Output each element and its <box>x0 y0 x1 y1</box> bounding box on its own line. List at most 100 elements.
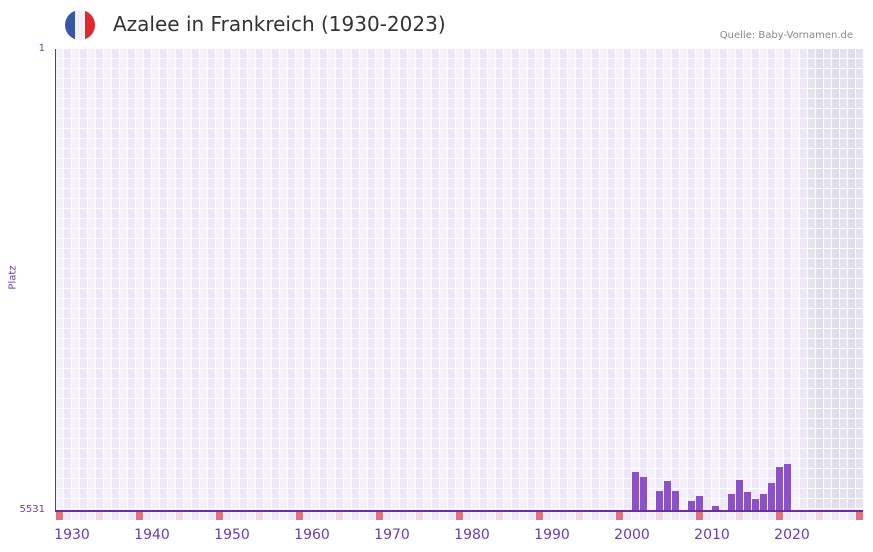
year-column <box>200 49 208 510</box>
year-column <box>648 49 656 510</box>
bar-2010[interactable] <box>712 506 719 510</box>
year-marker <box>416 512 423 520</box>
y-axis-title: Platz <box>7 265 19 290</box>
year-marker <box>760 512 767 520</box>
year-column <box>624 49 632 510</box>
year-column <box>392 49 400 510</box>
bar-2005[interactable] <box>672 491 679 510</box>
bar-2017[interactable] <box>768 483 775 510</box>
year-marker <box>432 512 439 520</box>
year-column <box>680 49 688 510</box>
bar-2013[interactable] <box>736 480 743 510</box>
year-marker <box>328 512 335 520</box>
year-marker <box>688 512 695 520</box>
bar-2007[interactable] <box>688 501 695 510</box>
year-column <box>128 49 136 510</box>
year-marker <box>840 512 847 520</box>
year-marker <box>56 512 63 520</box>
year-marker <box>448 512 455 520</box>
year-column <box>216 49 224 510</box>
year-marker <box>128 512 135 520</box>
year-column <box>584 49 592 510</box>
bar-2003[interactable] <box>656 491 663 510</box>
year-marker <box>376 512 383 520</box>
year-column <box>784 49 792 510</box>
year-marker <box>464 512 471 520</box>
year-marker <box>136 512 143 520</box>
year-column <box>168 49 176 510</box>
x-tick-2010: 2010 <box>694 527 730 543</box>
year-column <box>552 49 560 510</box>
year-column <box>160 49 168 510</box>
year-marker <box>64 512 71 520</box>
year-marker <box>512 512 519 520</box>
year-marker <box>104 512 111 520</box>
year-column <box>368 49 376 510</box>
year-column <box>256 49 264 510</box>
year-column <box>144 49 152 510</box>
bar-2004[interactable] <box>664 481 671 510</box>
year-marker <box>384 512 391 520</box>
year-marker <box>608 512 615 520</box>
year-column <box>488 49 496 510</box>
year-marker <box>520 512 527 520</box>
year-marker <box>536 512 543 520</box>
year-marker <box>856 512 863 520</box>
year-column <box>688 49 696 510</box>
year-marker <box>528 512 535 520</box>
source-credit: Quelle: Baby-Vornamen.de <box>719 30 853 41</box>
bar-2019[interactable] <box>784 464 791 510</box>
year-marker <box>120 512 127 520</box>
year-marker <box>800 512 807 520</box>
year-column <box>760 49 768 510</box>
year-column <box>816 49 824 510</box>
year-column <box>56 49 64 510</box>
year-marker <box>176 512 183 520</box>
year-column <box>72 49 80 510</box>
year-marker <box>88 512 95 520</box>
year-column <box>696 49 704 510</box>
year-marker <box>632 512 639 520</box>
year-column <box>536 49 544 510</box>
year-column <box>88 49 96 510</box>
y-axis-line <box>55 49 56 511</box>
year-marker <box>208 512 215 520</box>
year-column <box>464 49 472 510</box>
year-column <box>544 49 552 510</box>
bar-2000[interactable] <box>632 472 639 510</box>
bar-2018[interactable] <box>776 467 783 510</box>
year-marker <box>744 512 751 520</box>
x-tick-2020: 2020 <box>774 527 810 543</box>
bar-2001[interactable] <box>640 477 647 510</box>
year-marker <box>696 512 703 520</box>
bar-2012[interactable] <box>728 494 735 510</box>
year-marker <box>736 512 743 520</box>
year-marker <box>96 512 103 520</box>
year-column <box>304 49 312 510</box>
year-marker <box>768 512 775 520</box>
year-column <box>288 49 296 510</box>
year-column <box>264 49 272 510</box>
year-column <box>312 49 320 510</box>
year-marker <box>680 512 687 520</box>
bar-2016[interactable] <box>760 494 767 510</box>
year-column <box>568 49 576 510</box>
year-column <box>472 49 480 510</box>
year-marker <box>584 512 591 520</box>
year-marker <box>408 512 415 520</box>
year-column <box>672 49 680 510</box>
year-column <box>848 49 856 510</box>
year-column <box>328 49 336 510</box>
bar-2008[interactable] <box>696 496 703 510</box>
bar-2014[interactable] <box>744 492 751 510</box>
year-column <box>344 49 352 510</box>
year-column <box>632 49 640 510</box>
year-marker <box>648 512 655 520</box>
year-column <box>824 49 832 510</box>
bar-2015[interactable] <box>752 499 759 510</box>
year-column <box>192 49 200 510</box>
year-column <box>336 49 344 510</box>
x-tick-1960: 1960 <box>294 527 330 543</box>
year-marker <box>576 512 583 520</box>
year-column <box>792 49 800 510</box>
